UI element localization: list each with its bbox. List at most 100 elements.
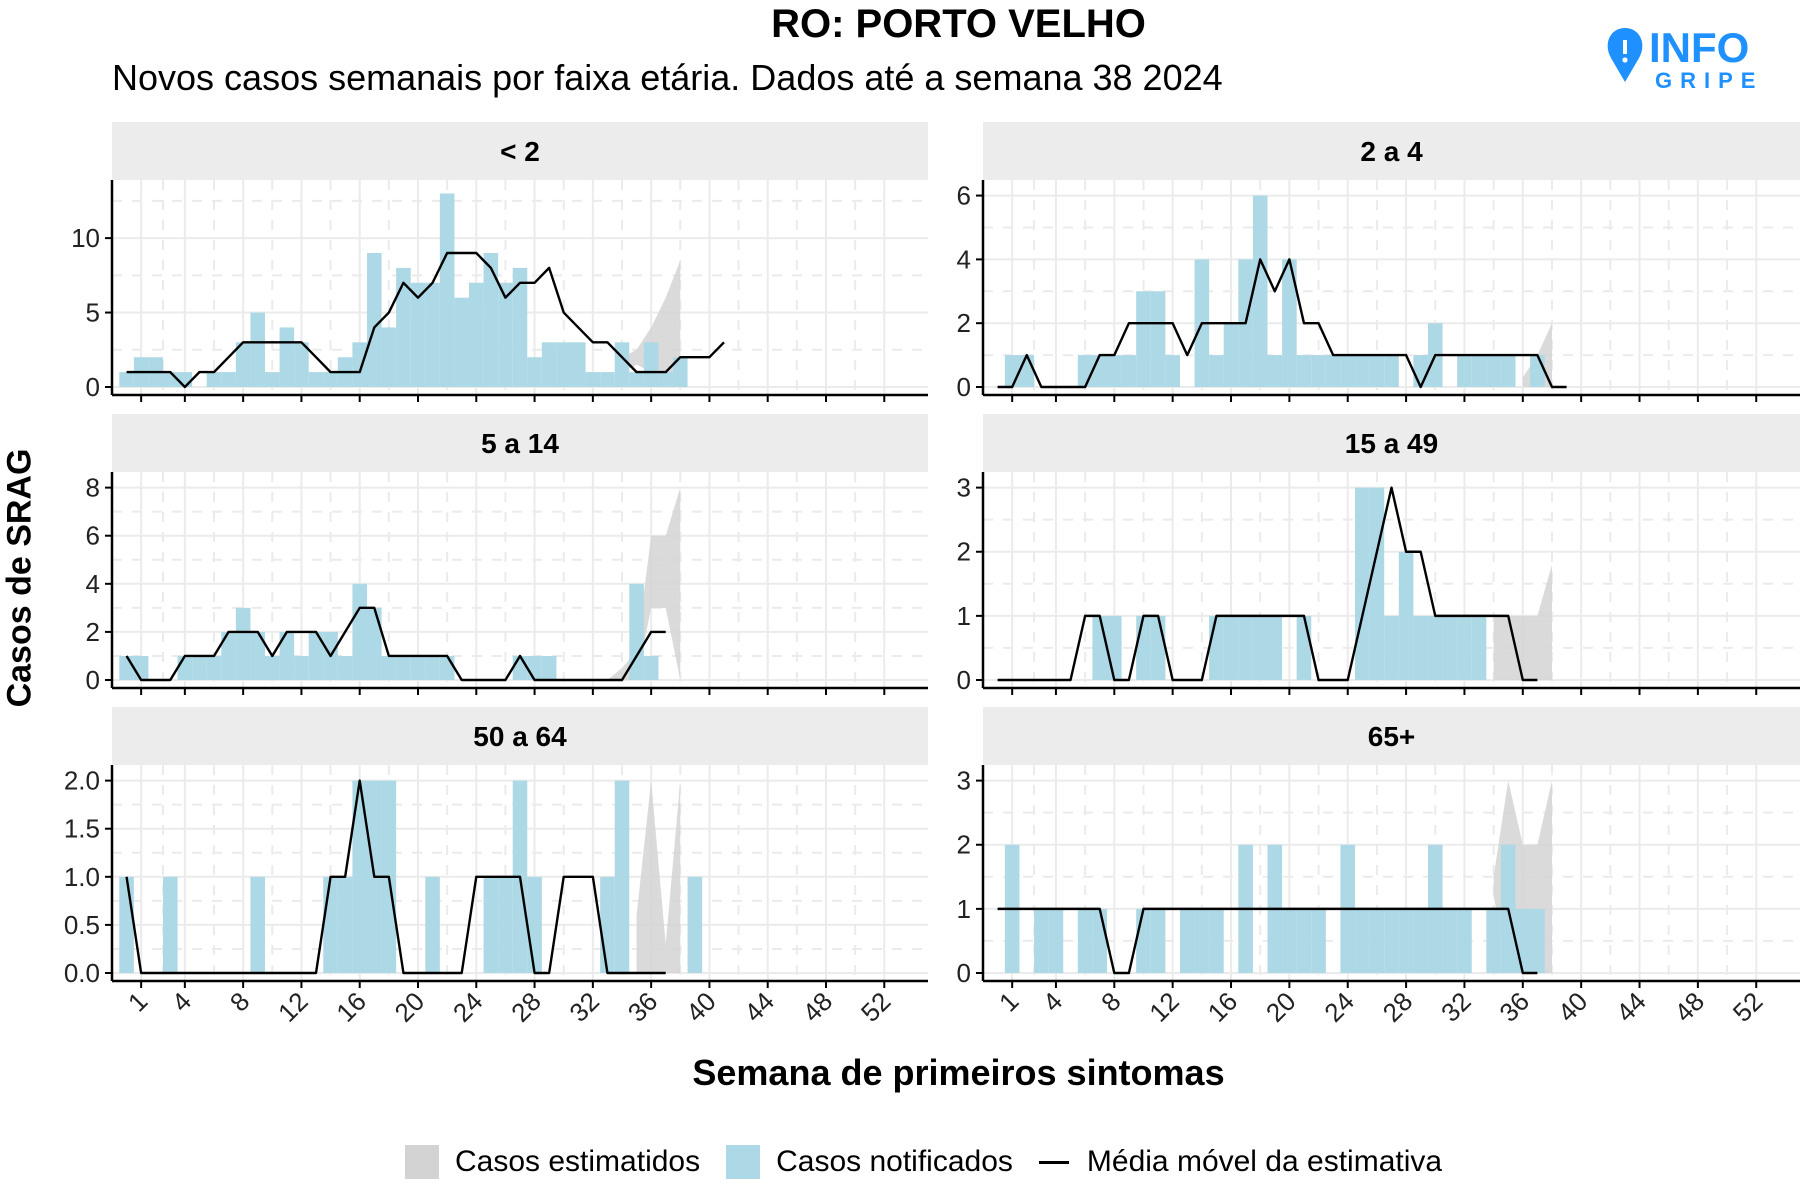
notified-bar [1136, 615, 1151, 680]
moving-average-line [125, 606, 666, 682]
y-tick-label: 2 [957, 537, 971, 567]
x-tick-label: 48 [797, 986, 839, 1028]
x-tick-label: 32 [563, 986, 605, 1028]
notified-bar [1325, 355, 1341, 387]
notified-bar [1150, 908, 1166, 973]
notified-bar [1004, 355, 1020, 387]
x-tick-label: 4 [166, 986, 197, 1017]
notified-bar [1355, 487, 1370, 680]
x-tick-label: 8 [1095, 986, 1126, 1017]
notified-bar [1209, 355, 1224, 387]
notified-bar [308, 372, 324, 387]
notified-bar [425, 655, 440, 680]
notified-bar [1048, 908, 1064, 973]
chart-title: RO: PORTO VELHO [771, 2, 1146, 46]
x-tick-label: 44 [738, 986, 780, 1028]
notified-bar [367, 607, 382, 680]
notified-bar [483, 253, 499, 387]
x-tick-label: 24 [447, 986, 489, 1028]
notified-bar [250, 876, 265, 973]
notified-bar [614, 342, 630, 387]
notified-bar [1194, 908, 1210, 973]
notified-bar [527, 876, 542, 973]
panel-50-a-64: 50 a 640.00.51.01.52.01 4 8 12 16 20 24 28 32 36 4… [64, 707, 928, 1028]
notified-bar [221, 372, 236, 387]
y-tick-label: 0 [86, 665, 100, 695]
x-tick-label: 48 [1668, 986, 1710, 1028]
notified-bar [1398, 551, 1414, 680]
panel-strip [983, 414, 1800, 472]
x-tick-label: 40 [680, 986, 722, 1028]
x-tick-label: 32 [1435, 986, 1477, 1028]
moving-average-line [125, 779, 666, 975]
y-tick-label: 0 [957, 958, 971, 988]
notified-bar [1369, 908, 1385, 973]
notified-bar [265, 655, 280, 680]
moving-average-line [997, 486, 1538, 682]
notified-bar [469, 282, 484, 387]
y-tick-label: 1 [957, 894, 971, 924]
x-tick-label: 16 [1202, 986, 1244, 1028]
notified-bar [1413, 615, 1428, 680]
notified-bar [177, 372, 193, 387]
y-tick-label: 2.0 [64, 766, 100, 796]
notified-bar [235, 342, 251, 387]
notified-bar [367, 253, 382, 387]
panel-lt-2: < 2 0 5 10 [71, 122, 928, 402]
x-tick-label: 16 [330, 986, 372, 1028]
notified-bar [425, 876, 440, 973]
notified-bar [1150, 291, 1166, 387]
x-tick-label: 44 [1610, 986, 1652, 1028]
panel-strip [983, 122, 1800, 180]
legend-label-moving-average: Média móvel da estimativa [1086, 1145, 1443, 1178]
panel-strip-label: 5 a 14 [481, 428, 559, 459]
notified-bar [308, 631, 324, 680]
notified-bar [673, 357, 688, 387]
y-tick-label: 6 [957, 181, 971, 211]
y-tick-label: 0 [957, 372, 971, 402]
notified-bar [1282, 908, 1297, 973]
panel-strip-label: < 2 [500, 136, 540, 167]
x-tick-label: 8 [224, 986, 255, 1017]
notified-bar [1238, 615, 1253, 680]
notified-bar [396, 655, 411, 680]
notified-bar [629, 372, 644, 387]
notified-bar [643, 342, 659, 387]
notified-bar [498, 876, 513, 973]
notified-bar [527, 655, 542, 680]
notified-bar [498, 282, 513, 387]
notified-bar [119, 372, 134, 387]
notified-bar [1311, 355, 1326, 387]
notified-bar [687, 876, 703, 973]
notified-bar [1136, 291, 1151, 387]
legend-label-notified: Casos notificados [776, 1145, 1013, 1178]
x-tick-label: 40 [1552, 986, 1594, 1028]
x-tick-label: 1 [993, 986, 1024, 1017]
notified-bar [206, 372, 222, 387]
notified-bar [1209, 615, 1224, 680]
y-tick-label: 8 [86, 473, 100, 503]
notified-bar [396, 267, 411, 387]
y-tick-label: 10 [71, 223, 100, 253]
legend-item-notified: Casos notificados [726, 1145, 1013, 1179]
notified-bar [235, 607, 251, 680]
moving-average-line [997, 258, 1567, 389]
notified-bar [221, 631, 236, 680]
notified-bar [1282, 259, 1297, 387]
notified-bar [1442, 615, 1458, 680]
notified-bar [425, 282, 440, 387]
notified-bar [381, 655, 397, 680]
x-tick-label: 36 [1493, 986, 1535, 1028]
estimated-band [636, 780, 681, 973]
legend-item-estimated: Casos estimatidos [405, 1145, 700, 1179]
panel-strip-label: 2 a 4 [1360, 136, 1423, 167]
y-tick-label: 0.5 [64, 910, 100, 940]
notified-bar [614, 780, 630, 973]
notified-bar [1267, 615, 1283, 680]
panel-strip [112, 414, 928, 472]
notified-bar [1223, 323, 1239, 387]
panel-strip-label: 50 a 64 [473, 721, 567, 752]
notified-bar [337, 876, 353, 973]
